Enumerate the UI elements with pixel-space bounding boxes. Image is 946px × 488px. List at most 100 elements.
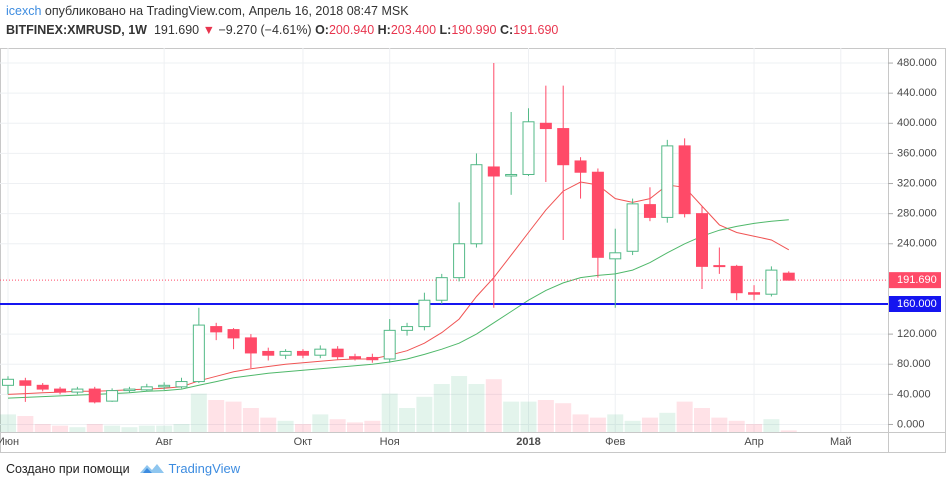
y-tick-label: 320.000 bbox=[897, 177, 937, 189]
volume-bar bbox=[17, 416, 34, 432]
x-tick-label: Авг bbox=[156, 436, 173, 448]
volume-bar bbox=[260, 417, 277, 432]
price-label: 160.000 bbox=[897, 298, 937, 310]
y-tick-label: 360.000 bbox=[897, 147, 937, 159]
volume-bar bbox=[173, 424, 190, 432]
volume-bar bbox=[347, 422, 363, 432]
volume-bar bbox=[746, 424, 763, 432]
candle-body bbox=[158, 384, 171, 388]
y-tick-label: 480.000 bbox=[897, 57, 937, 69]
volume-bar bbox=[711, 417, 728, 432]
l-value: 190.990 bbox=[451, 23, 497, 37]
brand[interactable]: TradingView bbox=[168, 461, 241, 476]
candle-body bbox=[140, 386, 153, 391]
h-value: 203.400 bbox=[390, 23, 437, 37]
volume-bar bbox=[520, 401, 537, 432]
candle-body bbox=[54, 388, 67, 393]
candle-body bbox=[88, 388, 101, 403]
y-tick-label: 120.000 bbox=[897, 328, 937, 340]
candle-body bbox=[626, 203, 639, 252]
moving-average bbox=[7, 219, 789, 399]
h-label: H: bbox=[377, 23, 391, 37]
l-label: L: bbox=[439, 23, 452, 37]
publish-line: icexch опубликовано на TradingView.com, … bbox=[6, 2, 558, 21]
volume-bar bbox=[329, 419, 346, 432]
c-label: C: bbox=[500, 23, 514, 37]
volume-bar bbox=[659, 412, 676, 432]
header: icexch опубликовано на TradingView.com, … bbox=[6, 2, 558, 40]
candle-body bbox=[106, 390, 119, 402]
x-tick-label: Май bbox=[830, 436, 852, 448]
volume-bar bbox=[312, 414, 329, 432]
volume-bar bbox=[190, 393, 207, 432]
candle-body bbox=[696, 213, 708, 267]
candle-body bbox=[591, 171, 604, 258]
candle-body bbox=[609, 252, 622, 260]
x-tick-label: Фев bbox=[605, 436, 625, 448]
y-tick-label: 240.000 bbox=[897, 238, 937, 250]
candle-body bbox=[279, 350, 292, 356]
candle-body bbox=[661, 145, 674, 218]
candle-body bbox=[227, 329, 240, 339]
candle-body bbox=[175, 381, 188, 388]
candle-body bbox=[2, 378, 14, 386]
volume-bar bbox=[468, 384, 485, 432]
symbol: BITFINEX:XMRUSD, 1W bbox=[6, 23, 147, 37]
candle-body bbox=[401, 326, 414, 331]
volume-bar bbox=[277, 420, 294, 432]
candle-body bbox=[210, 326, 223, 333]
candle-body bbox=[296, 350, 309, 356]
candle-body bbox=[262, 350, 275, 356]
ohlc-line: BITFINEX:XMRUSD, 1W 191.690 ▼ −9.270 (−4… bbox=[6, 21, 558, 40]
candle-body bbox=[730, 265, 743, 294]
footer-text: Создано при помощи bbox=[6, 462, 130, 476]
volume-bar bbox=[86, 424, 103, 432]
volume-bar bbox=[69, 427, 86, 432]
volume-bar bbox=[381, 393, 398, 432]
volume-bar bbox=[225, 401, 242, 432]
volume-bar bbox=[537, 400, 554, 432]
volume-bar bbox=[624, 420, 641, 432]
y-tick-label: 400.000 bbox=[897, 117, 937, 129]
candle-body bbox=[71, 388, 84, 393]
volume-bar bbox=[138, 425, 155, 432]
candle-body bbox=[539, 122, 552, 130]
volume-bar bbox=[156, 425, 173, 432]
chart: 0.000 40.000 80.000 120.000 240.000 280.000 32… bbox=[0, 48, 946, 453]
volume-bar bbox=[485, 379, 502, 432]
candle-body bbox=[383, 329, 396, 360]
volume-bar bbox=[763, 419, 780, 432]
volume-bar bbox=[503, 401, 520, 432]
x-tick-label: Июн bbox=[0, 436, 19, 448]
candle-body bbox=[678, 145, 691, 215]
o-value: 200.940 bbox=[328, 23, 375, 37]
candle-body bbox=[366, 356, 379, 361]
volume-bar bbox=[641, 417, 658, 432]
volume-bar bbox=[208, 400, 225, 432]
x-tick-label: 2018 bbox=[516, 436, 540, 448]
logo bbox=[140, 464, 165, 473]
x-tick-label: Окт bbox=[294, 436, 313, 448]
volume-bar bbox=[555, 403, 572, 432]
candle-body bbox=[470, 164, 483, 245]
volume-bar bbox=[294, 424, 311, 432]
volume-bar bbox=[242, 408, 259, 432]
candle-body bbox=[435, 277, 448, 301]
volume-bar bbox=[0, 414, 16, 432]
candle-body bbox=[36, 384, 49, 390]
candle-body bbox=[453, 243, 466, 279]
volume-bar bbox=[676, 401, 693, 432]
candle-body bbox=[19, 380, 32, 386]
volume-bar bbox=[607, 414, 624, 432]
volume-bar bbox=[451, 376, 468, 432]
volume-bar bbox=[780, 430, 797, 432]
axes: 0.000 40.000 80.000 120.000 240.000 280.000 32… bbox=[0, 57, 941, 448]
volume-bar bbox=[121, 427, 138, 432]
volume-bar bbox=[364, 420, 381, 432]
volume-bar bbox=[416, 396, 433, 432]
c-value: 191.690 bbox=[513, 23, 559, 37]
candle-body bbox=[643, 204, 656, 218]
y-tick-label: 80.000 bbox=[897, 358, 931, 370]
author[interactable]: icexch bbox=[6, 4, 42, 18]
